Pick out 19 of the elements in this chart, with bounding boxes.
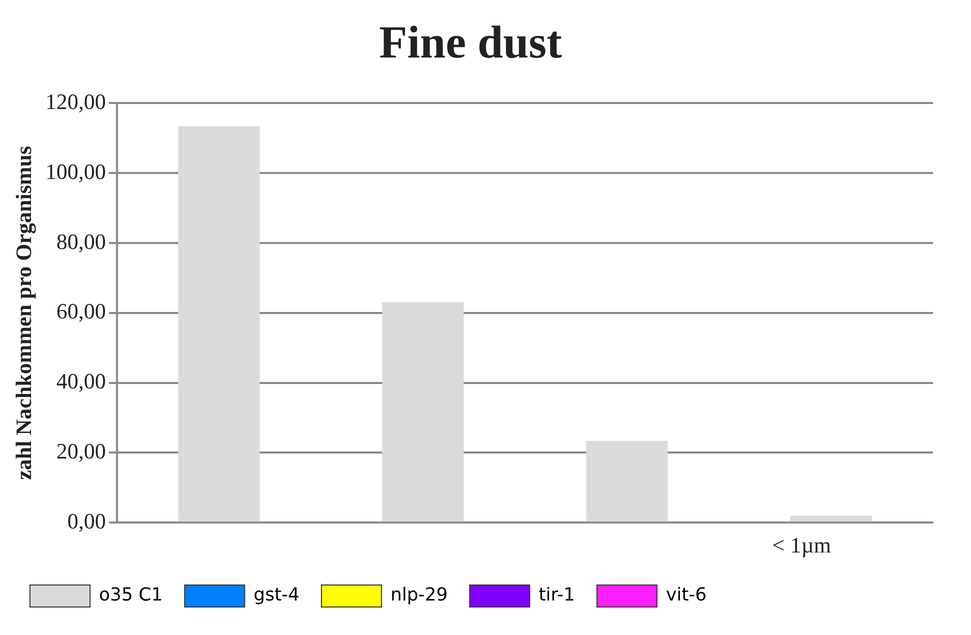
bar [382, 302, 464, 522]
chart-title: Fine dust [379, 16, 563, 68]
legend-label: nlp-29 [390, 584, 448, 606]
legend-label: o35 C1 [99, 584, 163, 606]
y-tick-label: 100,00 [45, 158, 106, 184]
y-tick-label: 40,00 [56, 368, 106, 394]
bar [790, 516, 872, 522]
x-tick-label: < 1µm [772, 532, 831, 558]
legend-label: gst-4 [254, 584, 300, 606]
y-tick-label: 20,00 [56, 438, 106, 464]
y-axis-title: zahl Nachkommen pro Organismus [10, 146, 36, 480]
y-tick-label: 80,00 [56, 228, 106, 254]
y-tick-label: 60,00 [56, 298, 106, 324]
bar [586, 440, 668, 522]
y-tick-label: 120,00 [45, 88, 106, 114]
legend-label: tir-1 [538, 584, 575, 606]
y-tick-label: 0,00 [67, 508, 106, 534]
bar [178, 126, 260, 522]
legend-label: vit-6 [666, 584, 707, 606]
